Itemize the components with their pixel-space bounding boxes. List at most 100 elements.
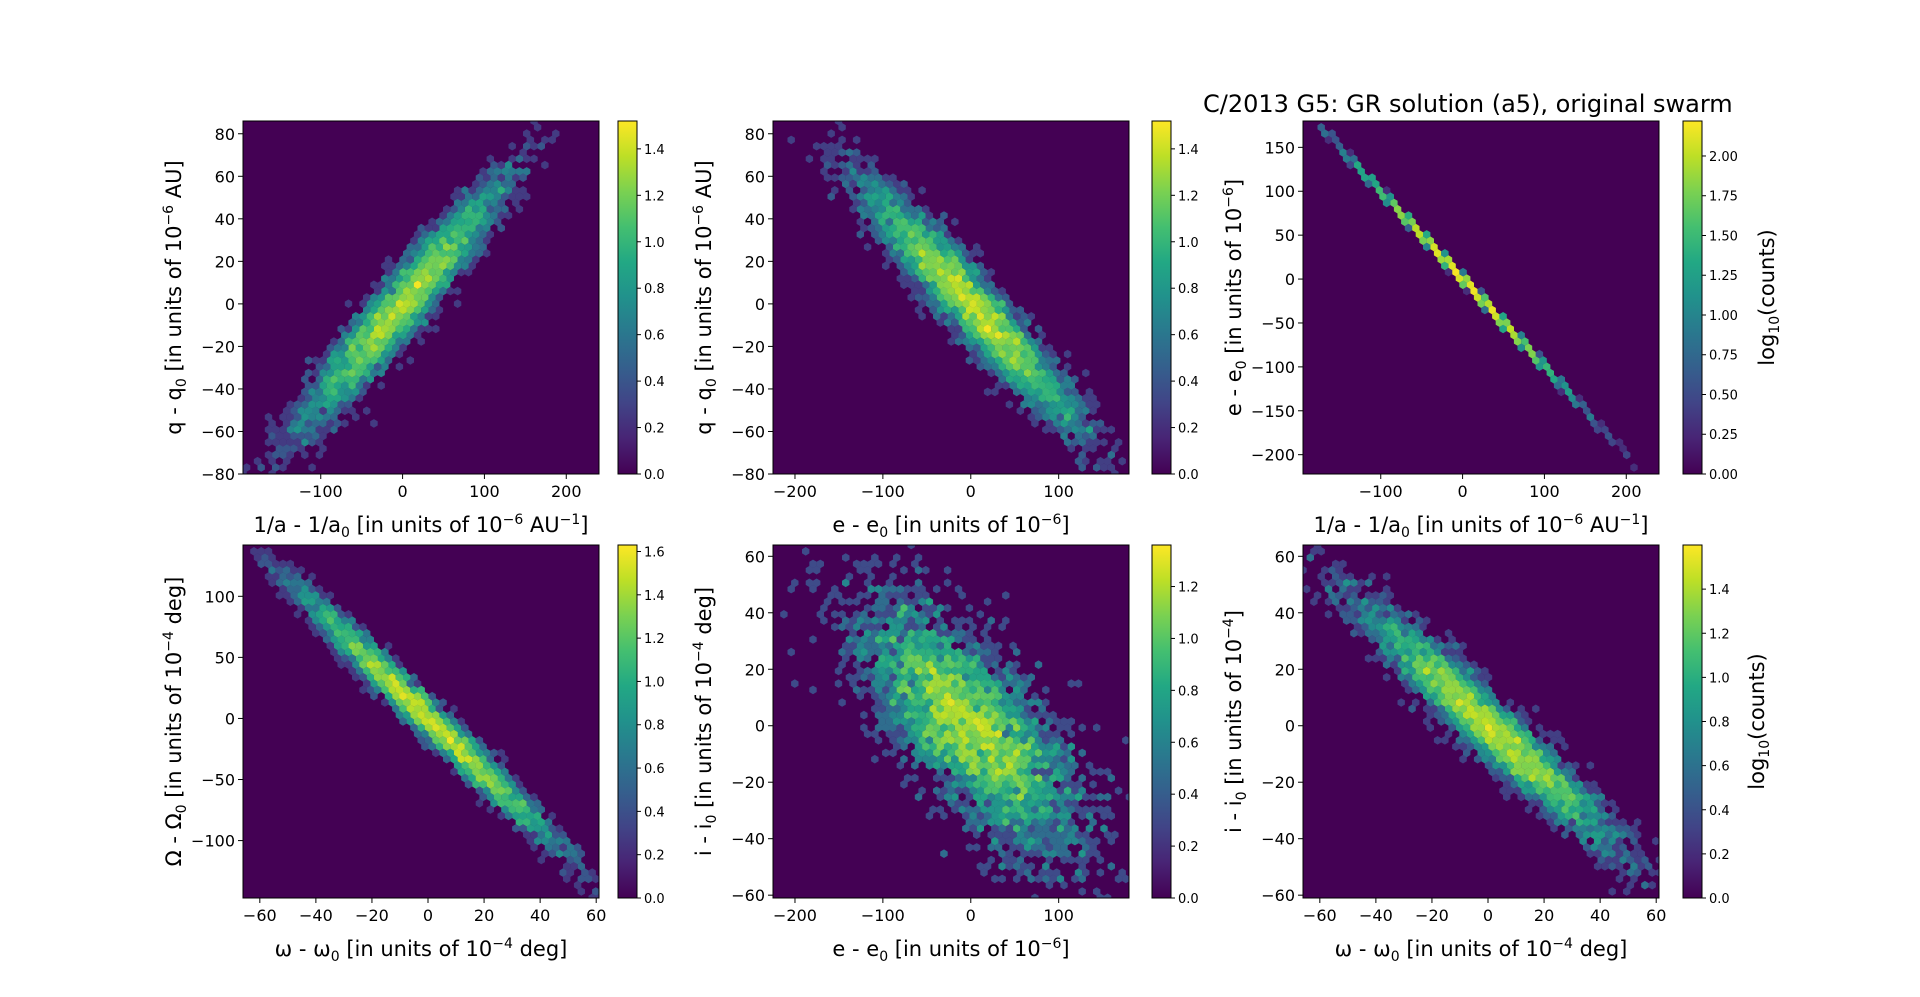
hexbin-cell: [413, 330, 422, 340]
hexbin-cell: [802, 547, 810, 556]
hexbin-cell: [461, 186, 469, 195]
hexbin-cell: [388, 698, 396, 707]
hexbin-cell: [1049, 387, 1057, 397]
hexbin-cell: [874, 622, 883, 632]
hexbin-cell: [1361, 173, 1369, 182]
hexbin-cell: [1071, 425, 1079, 434]
hexbin-cell: [903, 685, 912, 695]
hexbin-cell: [1016, 318, 1024, 327]
hexbin-cell: [1313, 591, 1322, 600]
hexbin-cell: [1401, 641, 1409, 651]
hexbin-cell: [1016, 868, 1024, 877]
hexbin-cell: [991, 698, 999, 707]
hexbin-cell: [1615, 849, 1624, 858]
hexbin-cell: [1353, 597, 1362, 606]
hexbin-cell: [911, 274, 919, 283]
hexbin-cell: [969, 710, 977, 720]
hexbin-cell: [983, 799, 992, 808]
x-tick-label: 200: [551, 482, 582, 501]
hexbin-cell: [1027, 761, 1035, 770]
colorbar: [1682, 544, 1703, 899]
hexbin-cell: [980, 330, 988, 340]
hexbin-cell: [1357, 628, 1365, 638]
hexbin-cell: [1346, 148, 1354, 157]
hexbin-cell: [559, 868, 567, 877]
hexbin-cell: [326, 393, 334, 403]
hexbin-cell: [1002, 591, 1010, 600]
hexbin-cell: [1031, 691, 1039, 701]
x-tick-label: −60: [1303, 906, 1337, 925]
hexbin-cell: [461, 261, 469, 271]
hexbin-cell: [885, 641, 894, 651]
hexbin-cell: [453, 186, 462, 195]
hexbin-cell: [384, 293, 393, 302]
hexbin-cell: [965, 616, 974, 625]
hexbin-cell: [384, 255, 393, 264]
hexbin-cell: [922, 293, 930, 302]
hexbin-cell: [940, 685, 948, 695]
hexbin-cell: [359, 299, 367, 308]
hexbin-cell: [863, 578, 872, 588]
x-tick-label: −200: [773, 482, 817, 501]
hexbin-cell: [1009, 381, 1017, 390]
colorbar-label: log10(counts): [1755, 229, 1783, 365]
hexbin-cell: [812, 565, 821, 575]
hexbin-cell: [468, 249, 476, 258]
hexbin-cell: [359, 673, 367, 682]
hexbin-cell: [301, 438, 309, 447]
hexbin-cell: [940, 261, 948, 271]
hexbin-cell: [464, 204, 473, 214]
hexbin-cell: [1379, 654, 1387, 663]
hexbin-cell: [257, 559, 265, 569]
hexbin-cell: [1042, 387, 1050, 397]
hexbin-cell: [1604, 817, 1613, 827]
hexbin-cell: [344, 299, 353, 308]
y-tick-label: −150: [1251, 402, 1295, 421]
hexbin-cell: [893, 242, 901, 252]
hexbin-cell: [1608, 438, 1616, 447]
hexbin-cell: [1517, 704, 1525, 714]
hexbin-cell: [1659, 862, 1666, 871]
hexbin-cell: [432, 312, 440, 321]
hexbin-cell: [453, 286, 462, 296]
hexbin-cell: [1375, 622, 1384, 632]
hexbin-cell: [457, 717, 465, 726]
hexbin-cell: [900, 666, 908, 676]
hexbin-cell: [1568, 817, 1576, 827]
hexbin-cell: [958, 754, 966, 764]
hexbin-cell: [1510, 780, 1518, 789]
hexbin-cell: [983, 685, 992, 695]
hexbin-cell: [936, 754, 944, 764]
hexbin-cell: [943, 578, 952, 588]
hexbin-cell: [991, 660, 999, 669]
hexbin-cell: [1441, 249, 1449, 258]
hexbin-cell: [595, 893, 599, 898]
hexbin-cell: [1619, 868, 1627, 877]
hexbin-cell: [874, 198, 883, 208]
hexbin-cell: [1553, 754, 1562, 764]
hexbin-cell: [900, 565, 908, 575]
hexbin-cell: [918, 698, 926, 707]
hexbin-cell: [322, 362, 331, 371]
hexbin-cell: [1517, 729, 1525, 739]
hexbin-cell: [896, 635, 904, 644]
hexbin-cell: [943, 729, 952, 739]
hexbin-cell: [1623, 849, 1631, 858]
hexbin-cell: [1633, 855, 1642, 865]
hexbin-cell: [410, 710, 418, 720]
hexbin-cell: [486, 767, 494, 777]
hexbin-cell: [805, 154, 814, 164]
hexbin-cell: [987, 754, 995, 764]
hexbin-cell: [443, 242, 451, 252]
hexbin-cell: [322, 387, 331, 397]
hexbin-cell: [352, 324, 360, 334]
hexbin-cell: [566, 855, 575, 865]
x-tick-label: 40: [1590, 906, 1610, 925]
hexbin-cell: [965, 817, 974, 827]
hexbin-cell: [286, 425, 294, 434]
hexbin-cell: [381, 685, 389, 695]
hexbin-cell: [1031, 729, 1039, 739]
hexbin-cell: [987, 356, 995, 365]
hexbin-cell: [1390, 610, 1398, 619]
hexbin-cell: [1619, 817, 1627, 827]
